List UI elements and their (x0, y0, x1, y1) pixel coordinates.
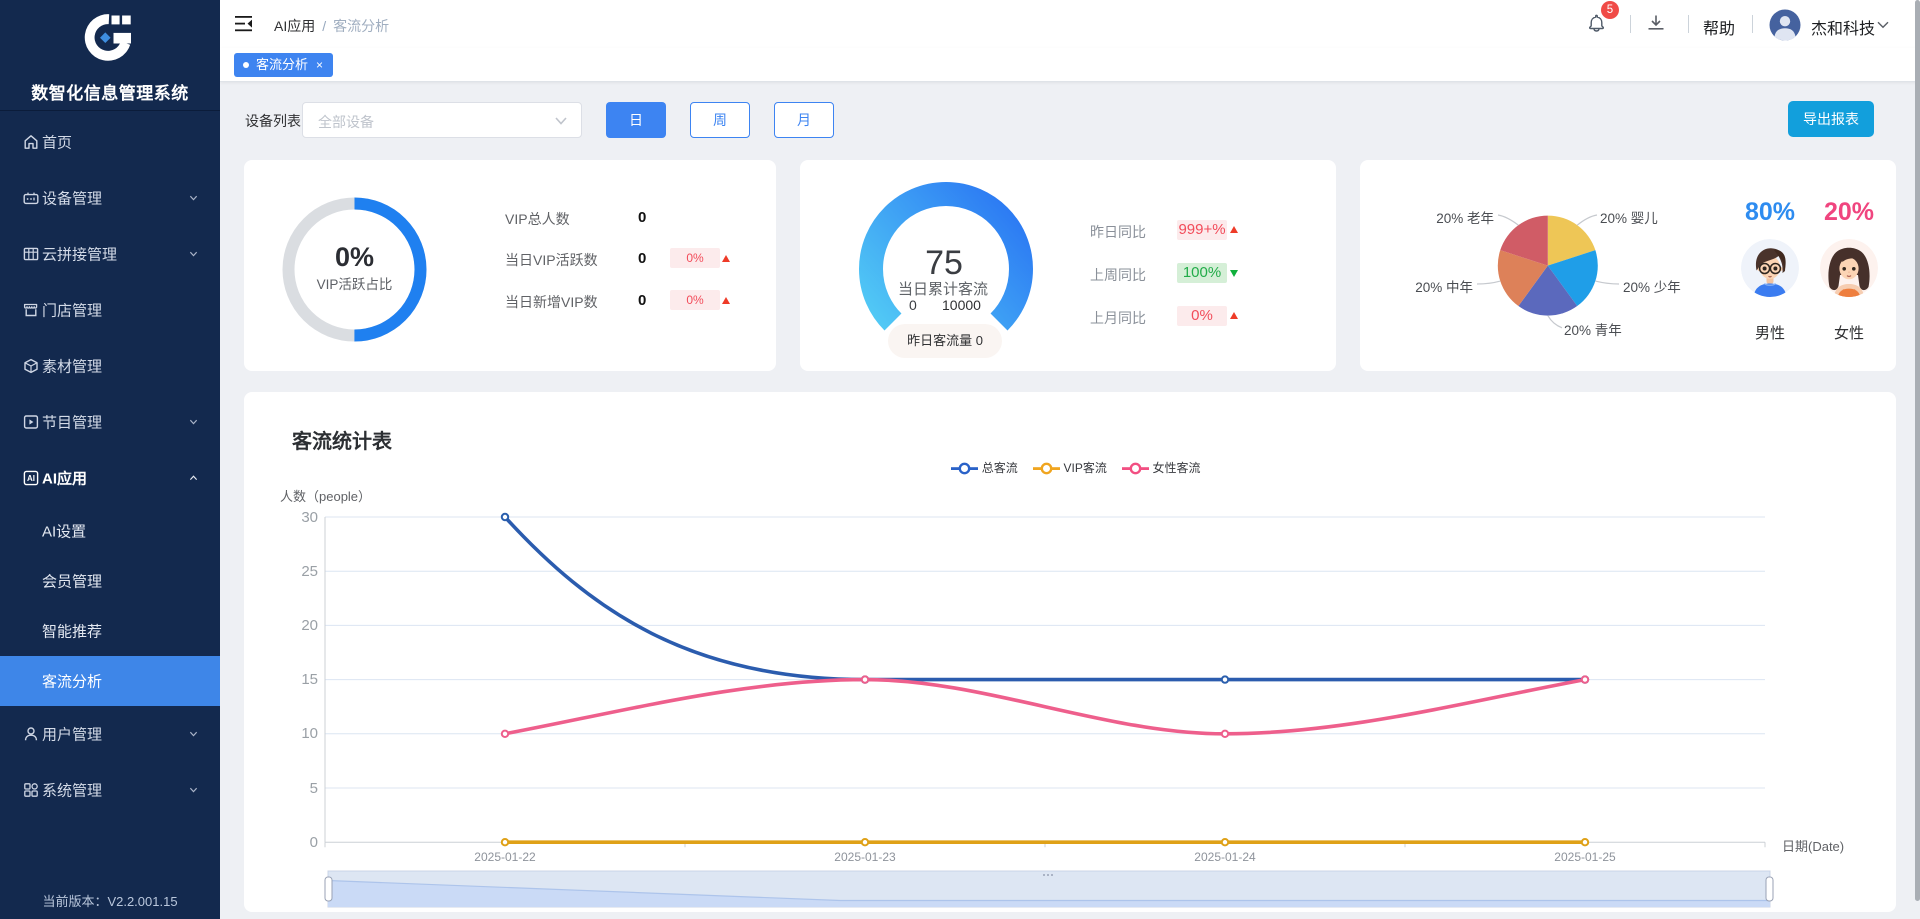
svg-text:AI: AI (27, 474, 35, 483)
